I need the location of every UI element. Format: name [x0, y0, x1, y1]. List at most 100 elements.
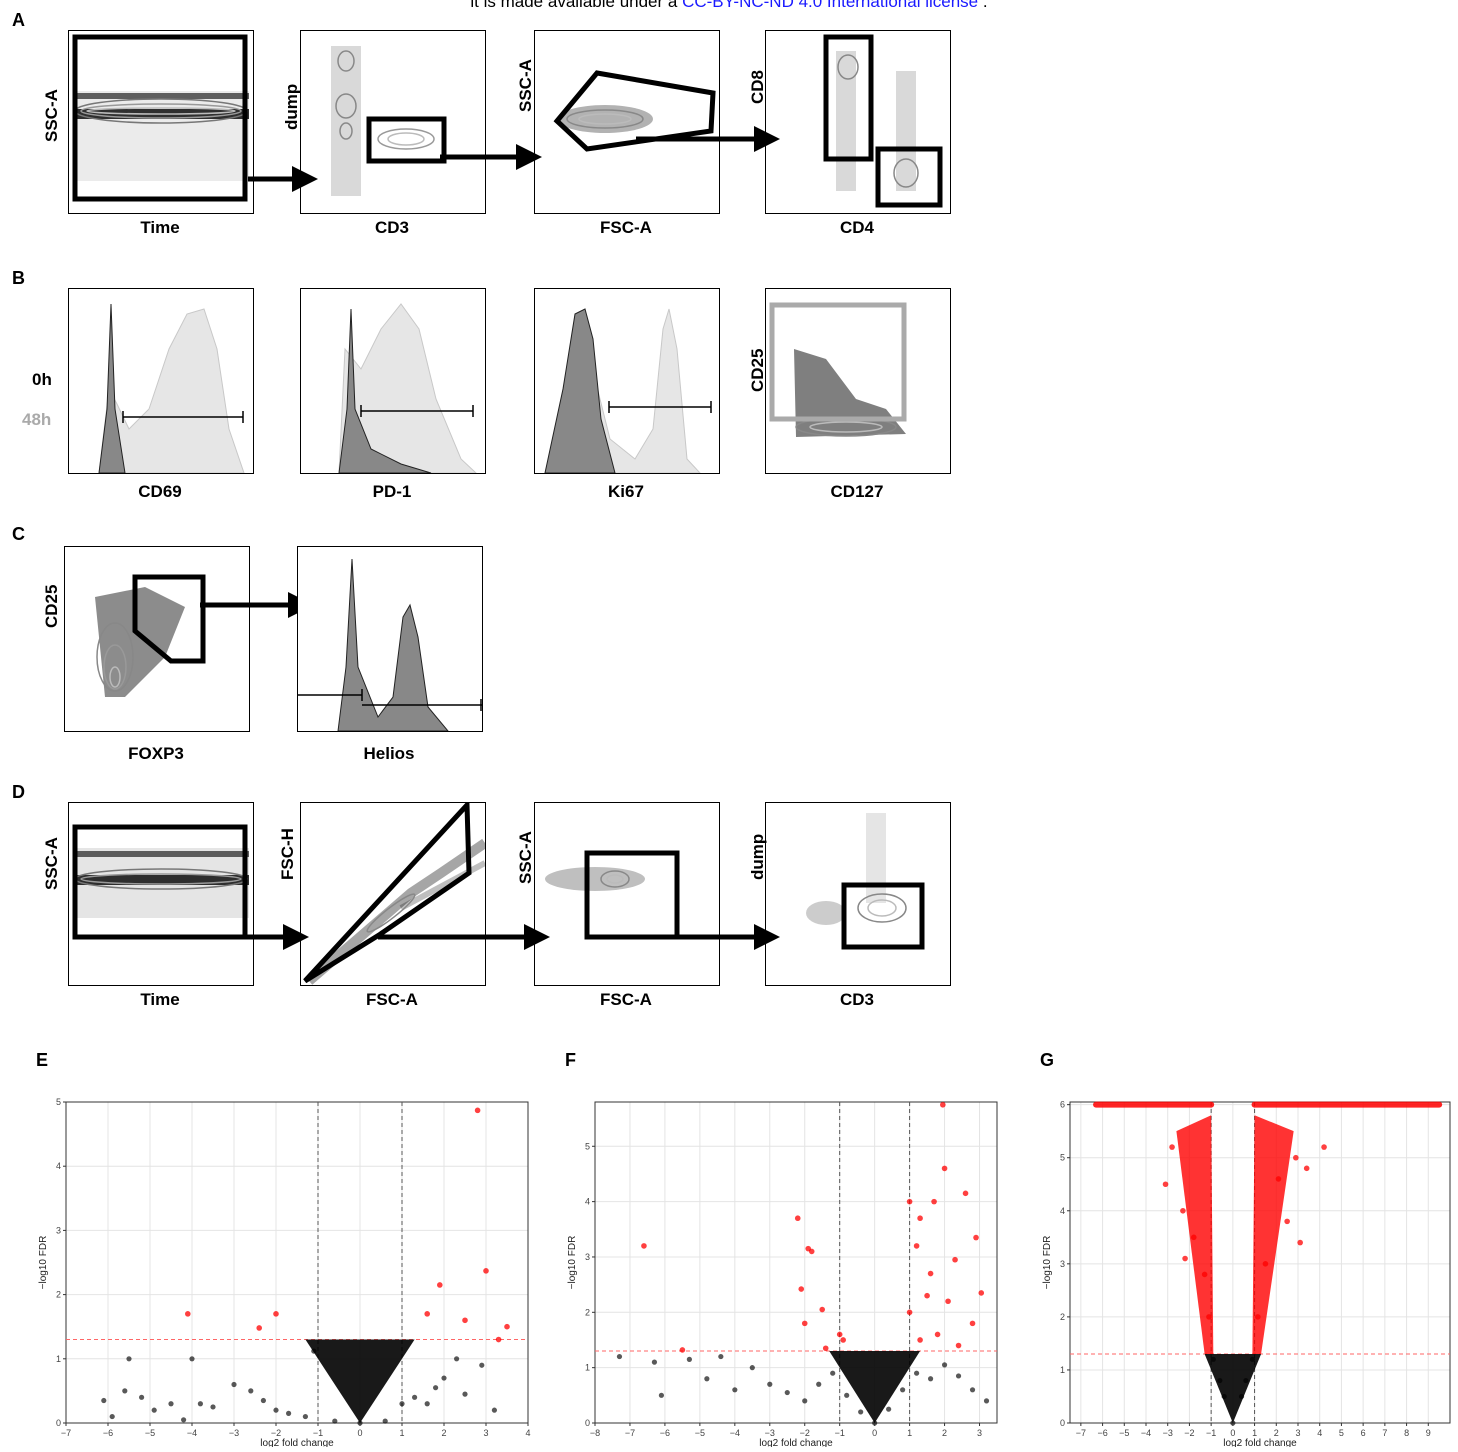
x-tick-label: 7: [1382, 1428, 1387, 1438]
data-point-significant: [931, 1198, 937, 1205]
panel-label-d: D: [12, 782, 25, 802]
flow-plot-a4: [765, 30, 951, 214]
data-point-nonsignificant: [914, 1370, 920, 1376]
flow-plot-d3: [534, 802, 720, 986]
y-axis-title: −log10 FDR: [567, 1236, 578, 1290]
x-axis-label: FSC-A: [600, 218, 652, 237]
data-point-nonsignificant: [955, 1373, 962, 1379]
y-tick-label: 2: [585, 1307, 590, 1317]
data-point-significant: [256, 1325, 262, 1331]
y-tick-label: 1: [1060, 1365, 1065, 1375]
data-point-significant: [1297, 1239, 1303, 1246]
histogram-pd1: [300, 288, 486, 474]
flow-plot-d1: [68, 802, 254, 986]
x-tick-label: −3: [229, 1428, 239, 1438]
data-point-significant: [641, 1243, 647, 1249]
flow-plot-a2: [300, 30, 486, 214]
data-point-nonsignificant: [231, 1381, 237, 1388]
data-point-significant: [185, 1311, 191, 1317]
data-point-significant: [962, 1190, 969, 1197]
x-tick-label: −2: [800, 1428, 810, 1438]
license-link[interactable]: CC-BY-NC-ND 4.0 International license: [682, 0, 979, 11]
data-point-nonsignificant: [732, 1387, 738, 1393]
data-point-nonsignificant: [844, 1392, 850, 1398]
x-tick-label: 0: [872, 1428, 877, 1438]
data-point-nonsignificant: [886, 1406, 892, 1412]
x-tick-label: −7: [625, 1428, 635, 1438]
y-axis-label: FSC-H: [278, 828, 297, 880]
x-tick-label: −8: [590, 1428, 600, 1438]
x-tick-label: 6: [1361, 1428, 1366, 1438]
data-point-significant: [941, 1165, 948, 1172]
data-point-nonsignificant: [858, 1409, 864, 1415]
x-tick-label: 1: [1252, 1428, 1257, 1438]
x-axis-label: CD127: [830, 482, 884, 501]
flow-plot-d2-graphic: [303, 803, 485, 985]
y-tick-label: 4: [1060, 1206, 1065, 1216]
histogram-cd69-graphic: [98, 303, 245, 473]
data-point-significant: [934, 1331, 941, 1338]
x-axis-label: CD4: [839, 218, 874, 237]
x-tick-label: 2: [441, 1428, 446, 1438]
data-point-nonsignificant: [1243, 1377, 1249, 1384]
flow-plot-a3-graphic: [553, 70, 716, 152]
data-point-significant: [906, 1309, 913, 1316]
y-tick-label: 1: [56, 1354, 61, 1364]
data-point-nonsignificant: [718, 1353, 724, 1360]
x-tick-label: −4: [1141, 1428, 1151, 1438]
data-point-nonsignificant: [311, 1348, 317, 1354]
flow-plot-foxp3-cd25: [64, 546, 250, 732]
data-point-nonsignificant: [433, 1385, 439, 1391]
y-tick-label: 5: [1060, 1153, 1065, 1163]
data-point-significant: [978, 1290, 985, 1296]
x-tick-label: −6: [660, 1428, 670, 1438]
y-tick-label: 2: [56, 1290, 61, 1300]
x-axis-label: Helios: [363, 744, 415, 763]
nonsignificant-cloud: [305, 1339, 415, 1423]
data-point-nonsignificant: [616, 1353, 623, 1360]
volcano-plot-f-svg: −8 −7 −6 −5 −4 −3 −2 −1 0 1 2 3 0 1 2 3 4 5 log2 fold chan…: [567, 1101, 998, 1449]
x-axis-title: log2 fold change: [260, 1438, 334, 1447]
data-point-nonsignificant: [424, 1401, 430, 1407]
plot-frame: [65, 1101, 529, 1424]
flow-plot-a1-graphic: [72, 34, 249, 202]
x-tick-label: 1: [907, 1428, 912, 1438]
flow-plot-foxp3-cd25-graphic: [95, 574, 206, 697]
data-point-significant: [927, 1270, 934, 1277]
data-point-nonsignificant: [658, 1392, 665, 1398]
arrow-gate-a2: [440, 144, 542, 170]
x-tick-label: 0: [1230, 1428, 1235, 1438]
x-tick-label: −3: [765, 1428, 775, 1438]
x-tick-label: −1: [313, 1428, 323, 1438]
x-axis-label: FOXP3: [128, 744, 184, 763]
x-tick-label: 4: [1317, 1428, 1322, 1438]
x-axis-label: CD3: [374, 218, 409, 237]
y-tick-label: 3: [585, 1252, 590, 1262]
data-point-significant: [819, 1306, 826, 1313]
significant-cloud-left: [1176, 1115, 1214, 1355]
data-point-significant: [906, 1198, 913, 1205]
data-point-significant: [462, 1317, 468, 1324]
data-point-nonsignificant: [830, 1370, 836, 1376]
x-tick-label: −6: [103, 1428, 113, 1438]
data-point-significant: [1162, 1181, 1169, 1188]
data-point-nonsignificant: [273, 1407, 279, 1413]
data-point-nonsignificant: [479, 1362, 485, 1368]
data-point-significant: [945, 1298, 951, 1305]
legend-0h: 0h: [32, 370, 52, 389]
data-point-nonsignificant: [1221, 1393, 1227, 1400]
x-tick-label: −1: [1206, 1428, 1216, 1438]
data-point-nonsignificant: [816, 1381, 822, 1387]
data-point-significant: [955, 1342, 962, 1349]
data-point-significant: [1190, 1234, 1197, 1241]
data-point-significant: [1255, 1314, 1261, 1320]
x-axis-title: log2 fold change: [759, 1438, 833, 1447]
data-point-nonsignificant: [1210, 1356, 1216, 1362]
y-tick-label: 6: [1060, 1100, 1065, 1110]
data-point-nonsignificant: [941, 1362, 948, 1368]
y-axis-label: SSC-A: [42, 89, 61, 142]
data-point-significant: [679, 1347, 686, 1353]
data-point-significant: [483, 1268, 489, 1274]
x-tick-label: 4: [525, 1428, 530, 1438]
data-point-nonsignificant: [462, 1391, 468, 1397]
